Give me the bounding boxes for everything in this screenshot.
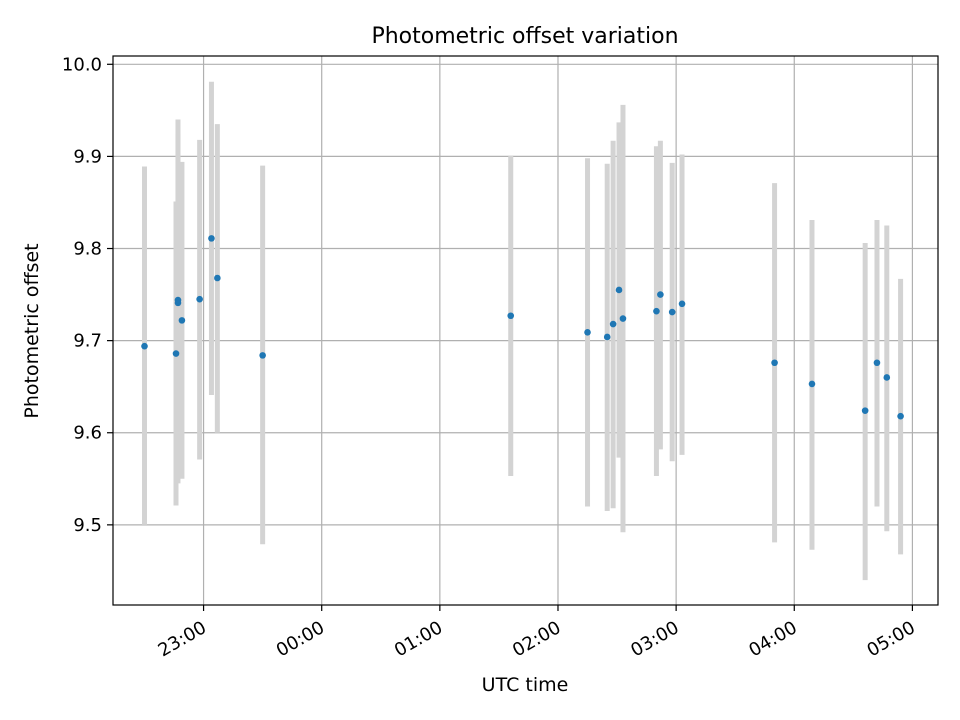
y-tick-label: 9.7	[73, 331, 102, 352]
y-tick-label: 9.5	[73, 515, 102, 536]
data-point	[771, 359, 778, 367]
data-point	[178, 317, 186, 324]
y-tick-label: 9.8	[73, 239, 102, 260]
y-tick-label: 9.9	[73, 146, 102, 167]
data-point	[172, 350, 180, 357]
data-point	[584, 329, 591, 336]
y-tick-label: 10.0	[62, 54, 102, 75]
data-point	[196, 295, 203, 303]
data-point	[897, 412, 904, 420]
grid	[113, 56, 938, 605]
plot-frame	[112, 55, 939, 606]
data-point	[603, 333, 611, 341]
data-point	[208, 235, 215, 242]
y-tick-label: 9.6	[73, 423, 102, 444]
data-point	[174, 296, 182, 304]
y-axis-label: Photometric offset	[21, 243, 43, 418]
data-point	[615, 286, 623, 294]
data-point	[259, 352, 266, 359]
data-point	[883, 374, 891, 381]
data-point	[657, 291, 664, 298]
data-point	[678, 300, 686, 308]
data-point	[861, 407, 869, 414]
data-point	[619, 315, 627, 322]
data-point	[808, 380, 816, 388]
data-point	[214, 274, 221, 282]
data-point	[507, 312, 515, 320]
data-point	[609, 320, 617, 328]
x-axis-label: UTC time	[482, 674, 569, 696]
data-point	[141, 342, 148, 350]
data-points	[141, 235, 904, 420]
chart-title: Photometric offset variation	[371, 24, 678, 49]
data-point	[668, 308, 676, 316]
y-axis-ticks: 9.5 9.6 9.7 9.8 9.9 10.0	[62, 54, 113, 536]
data-point	[873, 359, 881, 367]
data-point	[653, 307, 660, 315]
